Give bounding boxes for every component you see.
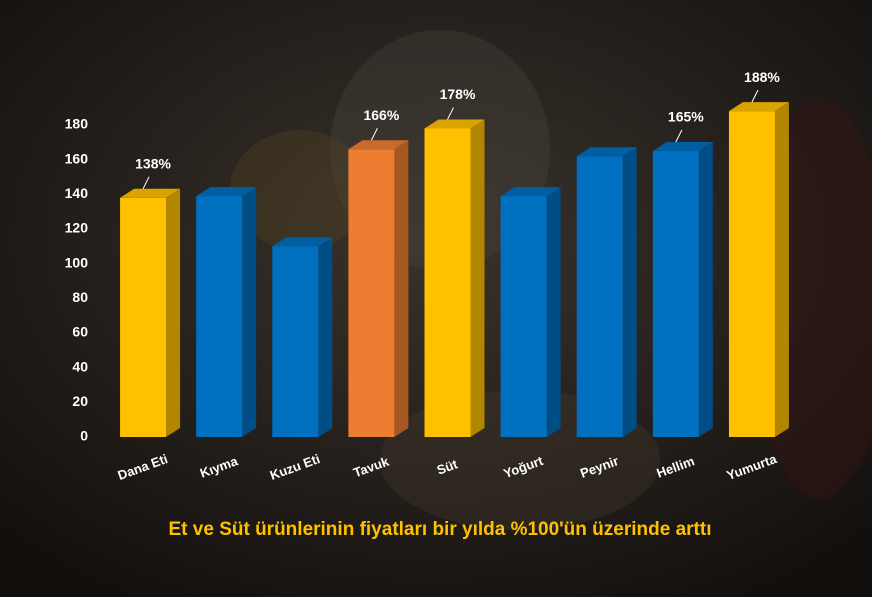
y-tick-label: 40 [72, 358, 88, 374]
bar-side [394, 140, 409, 437]
y-tick-label: 160 [65, 150, 89, 166]
y-tick-label: 0 [80, 428, 88, 444]
bar-side [166, 188, 181, 437]
label-leader [751, 89, 759, 103]
y-tick-label: 180 [65, 116, 89, 132]
value-label: 138% [135, 156, 171, 172]
bar-top [424, 119, 485, 129]
bar-side [774, 102, 789, 437]
bar-top [500, 187, 561, 197]
y-tick-label: 80 [72, 289, 88, 305]
value-label: 165% [668, 109, 704, 125]
bar [424, 128, 471, 437]
bar-top [196, 187, 257, 197]
bar-top [652, 142, 713, 151]
bar-side [242, 187, 257, 437]
bar-top [272, 237, 333, 247]
bar-side [318, 237, 333, 437]
y-tick-label: 140 [65, 185, 89, 201]
y-tick-label: 100 [65, 254, 89, 270]
x-tick-label: Süt [435, 456, 460, 477]
value-label: 188% [744, 69, 780, 85]
label-leader [142, 176, 150, 190]
bar [196, 196, 243, 437]
y-tick-label: 120 [65, 220, 89, 236]
bar-side [470, 119, 485, 437]
value-label: 166% [363, 107, 399, 123]
bar-side [546, 187, 561, 437]
bar [576, 156, 623, 437]
label-leader [370, 128, 378, 141]
label-leader [675, 129, 683, 143]
bar [120, 197, 167, 437]
y-tick-label: 20 [72, 393, 88, 409]
chart-title: Et ve Süt ürünlerinin fiyatları bir yıld… [169, 519, 712, 540]
bar-side [698, 142, 713, 437]
value-label: 178% [440, 86, 476, 102]
bar-top [348, 140, 409, 150]
bar-top [576, 147, 637, 157]
y-tick-label: 60 [72, 324, 88, 340]
bar [272, 246, 319, 437]
bar [500, 196, 547, 437]
bar-side [622, 147, 637, 437]
bg-shape [230, 130, 370, 250]
bar-top [120, 188, 181, 198]
bar [652, 151, 699, 437]
label-leader [447, 107, 454, 120]
bar-top [728, 102, 789, 112]
bar [728, 111, 775, 437]
bar [348, 149, 395, 437]
